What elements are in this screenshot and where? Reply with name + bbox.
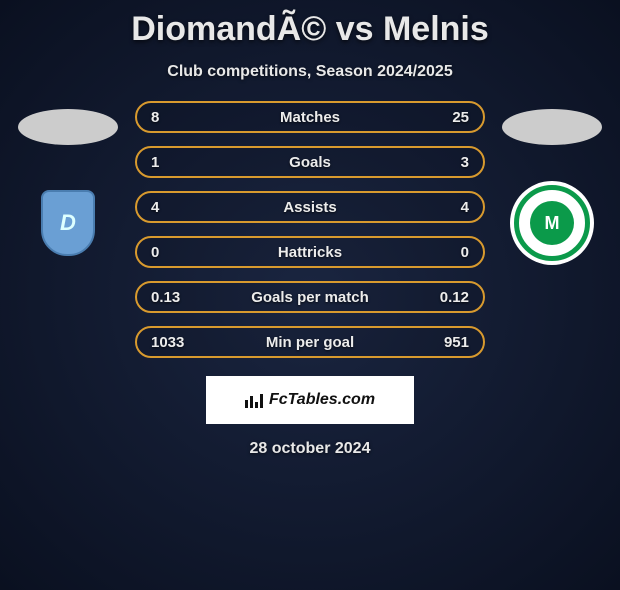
stat-label: Matches — [195, 109, 425, 126]
left-club-badge-shield: D — [41, 190, 95, 256]
left-club-badge: D — [26, 181, 110, 265]
stat-right-value: 3 — [425, 154, 469, 171]
stat-row: 8 Matches 25 — [135, 101, 485, 133]
comparison-layout: D 8 Matches 25 1 Goals 3 4 Assists 4 0 H… — [0, 101, 620, 358]
stat-right-value: 4 — [425, 199, 469, 216]
source-credit: FcTables.com — [245, 391, 375, 409]
stat-label: Goals per match — [195, 289, 425, 306]
chart-icon — [245, 392, 263, 408]
stat-left-value: 4 — [151, 199, 195, 216]
left-country-flag — [18, 109, 118, 145]
stat-row: 1 Goals 3 — [135, 146, 485, 178]
stat-right-value: 0 — [425, 244, 469, 261]
stat-left-value: 8 — [151, 109, 195, 126]
right-club-badge-ring — [514, 185, 590, 261]
stat-label: Hattricks — [195, 244, 425, 261]
stat-left-value: 1 — [151, 154, 195, 171]
stat-row: 0.13 Goals per match 0.12 — [135, 281, 485, 313]
stats-table: 8 Matches 25 1 Goals 3 4 Assists 4 0 Hat… — [135, 101, 485, 358]
stat-label: Min per goal — [195, 334, 425, 351]
stat-left-value: 0.13 — [151, 289, 195, 306]
stat-row: 0 Hattricks 0 — [135, 236, 485, 268]
right-club-badge-outer: M — [510, 181, 594, 265]
right-country-flag — [502, 109, 602, 145]
stat-row: 4 Assists 4 — [135, 191, 485, 223]
snapshot-date: 28 october 2024 — [0, 440, 620, 458]
left-player-column: D — [13, 101, 123, 265]
stat-left-value: 0 — [151, 244, 195, 261]
stat-label: Assists — [195, 199, 425, 216]
stat-right-value: 25 — [425, 109, 469, 126]
stat-label: Goals — [195, 154, 425, 171]
page-subtitle: Club competitions, Season 2024/2025 — [0, 63, 620, 81]
stat-right-value: 0.12 — [425, 289, 469, 306]
stat-right-value: 951 — [425, 334, 469, 351]
stat-row: 1033 Min per goal 951 — [135, 326, 485, 358]
page-title: DiomandÃ© vs Melnis — [0, 10, 620, 49]
right-club-badge: M — [510, 181, 594, 265]
source-credit-box: FcTables.com — [206, 376, 414, 424]
stat-left-value: 1033 — [151, 334, 195, 351]
right-player-column: M — [497, 101, 607, 265]
source-credit-text: FcTables.com — [269, 391, 375, 409]
